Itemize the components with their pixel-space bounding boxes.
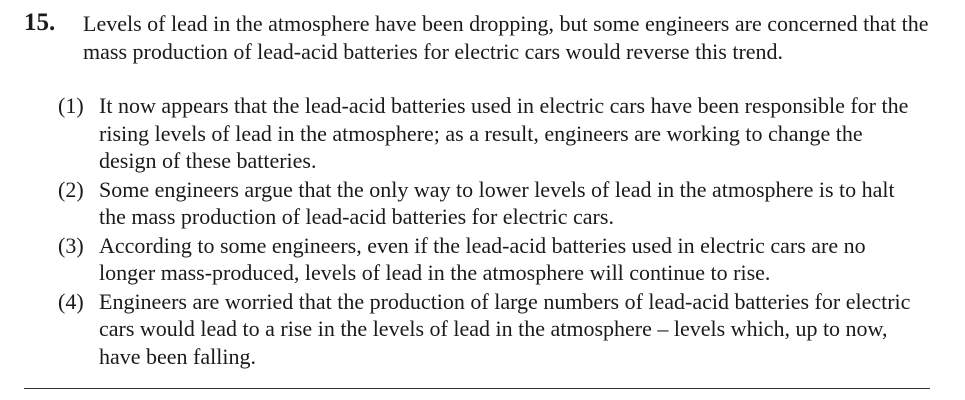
question-number: 15. xyxy=(24,9,56,36)
option-text: It now appears that the lead-acid batter… xyxy=(99,93,909,173)
option-text: Some engineers argue that the only way t… xyxy=(99,176,895,230)
option-text: According to some engineers, even if the… xyxy=(99,232,866,286)
bottom-divider xyxy=(24,388,930,389)
option-label: (2) xyxy=(58,176,84,202)
answer-option-4: (4) Engineers are worried that the produ… xyxy=(58,288,918,371)
answer-option-2: (2) Some engineers argue that the only w… xyxy=(58,176,918,231)
answer-option-3: (3) According to some engineers, even if… xyxy=(58,232,918,287)
answer-options: (1) It now appears that the lead-acid ba… xyxy=(58,92,918,371)
option-label: (3) xyxy=(58,232,84,258)
option-text: Engineers are worried that the productio… xyxy=(99,288,911,369)
question-stem: Levels of lead in the atmosphere have be… xyxy=(83,11,929,64)
option-label: (1) xyxy=(58,93,84,118)
option-label: (4) xyxy=(58,288,84,314)
answer-option-1: (1) It now appears that the lead-acid ba… xyxy=(58,92,918,175)
